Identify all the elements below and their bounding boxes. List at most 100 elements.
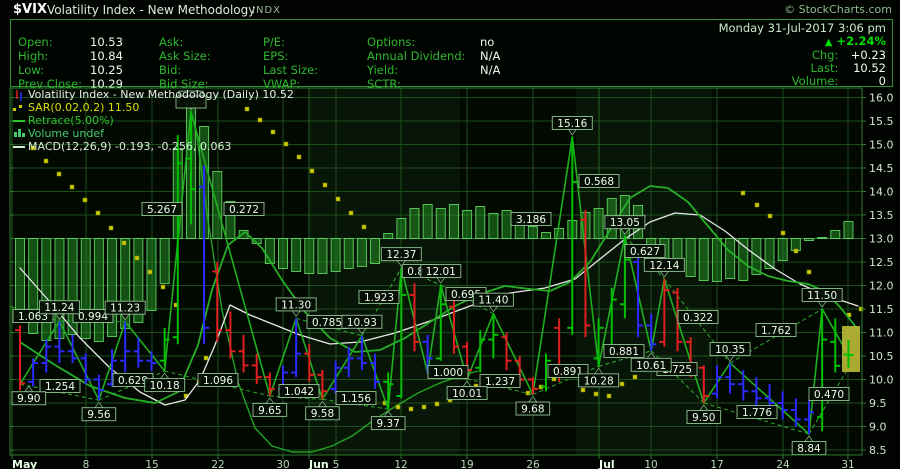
svg-text:10: 10 xyxy=(644,459,657,469)
quote-volume-row: Volume: 0 xyxy=(791,74,886,88)
svg-text:1.000: 1.000 xyxy=(433,367,463,379)
svg-text:11.5: 11.5 xyxy=(869,303,894,316)
svg-text:31: 31 xyxy=(841,459,854,469)
svg-text:9.50: 9.50 xyxy=(692,412,715,424)
svg-text:1.762: 1.762 xyxy=(761,325,791,337)
quote-row: Low: 10.25 xyxy=(18,63,123,77)
svg-text:9.5: 9.5 xyxy=(869,397,887,410)
quote-row: P/E: xyxy=(263,35,285,49)
svg-text:9.90: 9.90 xyxy=(17,393,40,405)
svg-text:14.5: 14.5 xyxy=(869,162,894,175)
svg-text:11.30: 11.30 xyxy=(281,299,311,311)
quote-change-percent: ▲ +2.24% xyxy=(824,34,886,49)
quote-last-row: Last: 10.52 xyxy=(810,61,887,75)
svg-text:8.84: 8.84 xyxy=(797,443,821,455)
svg-text:0.322: 0.322 xyxy=(683,312,713,324)
svg-text:0.627: 0.627 xyxy=(630,246,660,258)
svg-text:13.0: 13.0 xyxy=(869,233,894,246)
svg-text:Jun: Jun xyxy=(308,458,329,469)
x-axis-labels: May 8 15 22 30 Jun 5 12 19 26 Jul 10 17 24 31 xyxy=(11,455,855,469)
svg-text:15.16: 15.16 xyxy=(557,118,587,130)
quote-row: Bid: xyxy=(159,63,182,77)
svg-text:1.923: 1.923 xyxy=(364,292,394,304)
quote-row: Annual Dividend: N/A xyxy=(367,49,501,63)
plot-border xyxy=(9,87,863,456)
svg-text:1.096: 1.096 xyxy=(203,375,233,387)
svg-text:14.0: 14.0 xyxy=(869,186,894,199)
svg-text:8.5: 8.5 xyxy=(869,444,887,457)
quote-row: Yield: N/A xyxy=(367,63,501,77)
quote-row: EPS: xyxy=(263,49,289,63)
svg-text:10.0: 10.0 xyxy=(869,374,894,387)
svg-text:13.5: 13.5 xyxy=(869,209,894,222)
svg-text:5.267: 5.267 xyxy=(147,204,177,216)
svg-text:12.37: 12.37 xyxy=(386,249,416,261)
svg-text:0.994: 0.994 xyxy=(78,311,108,323)
svg-text:0.272: 0.272 xyxy=(229,204,259,216)
svg-text:0.568: 0.568 xyxy=(584,176,614,188)
svg-text:Jul: Jul xyxy=(598,458,615,469)
quote-row: Ask Size: xyxy=(159,49,211,63)
current-bar-highlight xyxy=(842,326,860,372)
quote-datetime: Monday 31-Jul-2017 3:06 pm xyxy=(718,21,886,35)
chart-legend: Volatility Index - New Methodology (Dail… xyxy=(13,88,294,153)
pivot-price-labels: 9.90 11.24 9.56 11.23 10.18 9.65 11.30 9.58 10.9… xyxy=(11,90,843,456)
svg-text:1.156: 1.156 xyxy=(341,393,371,405)
svg-text:0.891: 0.891 xyxy=(553,366,583,378)
svg-text:0.629: 0.629 xyxy=(118,375,148,387)
svg-text:10.35: 10.35 xyxy=(715,344,745,356)
svg-text:9.68: 9.68 xyxy=(521,404,544,416)
up-arrow-icon: ▲ xyxy=(824,37,833,48)
svg-text:10.01: 10.01 xyxy=(452,388,482,400)
svg-text:1.776: 1.776 xyxy=(742,407,772,419)
signal-line xyxy=(19,212,859,406)
svg-text:11.50: 11.50 xyxy=(807,290,837,302)
svg-text:9.37: 9.37 xyxy=(377,418,400,430)
legend-item: Volume undef xyxy=(28,127,105,140)
svg-text:9.56: 9.56 xyxy=(87,409,111,421)
svg-text:10.18: 10.18 xyxy=(150,380,180,392)
legend-item: Volatility Index - New Methodology (Dail… xyxy=(28,88,294,101)
ohlc-bars xyxy=(15,111,854,435)
svg-text:May: May xyxy=(12,458,37,469)
svg-text:22: 22 xyxy=(211,459,224,469)
symbol-label: $VIX xyxy=(13,2,47,17)
svg-text:17: 17 xyxy=(710,459,723,469)
svg-text:1.254: 1.254 xyxy=(45,381,75,393)
svg-text:0.785: 0.785 xyxy=(312,317,342,329)
svg-text:9.0: 9.0 xyxy=(869,421,887,434)
svg-text:26: 26 xyxy=(526,459,540,469)
svg-text:1.042: 1.042 xyxy=(284,386,314,398)
symbol-exchange: INDX xyxy=(252,5,281,16)
svg-text:13.05: 13.05 xyxy=(610,217,640,229)
svg-text:12: 12 xyxy=(394,459,407,469)
legend-item: SAR(0.02,0.2) 11.50 xyxy=(28,101,139,114)
occluded-peak-callout xyxy=(175,95,207,109)
legend-item: Retrace(5.00%) xyxy=(28,114,114,127)
svg-text:1.237: 1.237 xyxy=(485,376,515,388)
svg-text:11.40: 11.40 xyxy=(478,295,508,307)
svg-text:16.0: 16.0 xyxy=(869,92,894,105)
quote-row: Last Size: xyxy=(263,63,319,77)
svg-text:9.58: 9.58 xyxy=(311,408,334,420)
quote-chg-row: Chg: +0.23 xyxy=(811,48,886,62)
svg-text:19: 19 xyxy=(460,459,473,469)
svg-text:9.65: 9.65 xyxy=(258,405,281,417)
svg-text:5: 5 xyxy=(333,459,340,469)
svg-text:24: 24 xyxy=(776,459,790,469)
svg-text:10.28: 10.28 xyxy=(584,375,614,387)
svg-text:10.61: 10.61 xyxy=(636,360,666,372)
svg-text:11.24: 11.24 xyxy=(44,302,74,314)
svg-text:0.470: 0.470 xyxy=(814,389,844,401)
parabolic-sar-dots xyxy=(30,106,864,412)
svg-text:12.14: 12.14 xyxy=(649,260,679,272)
svg-text:15.0: 15.0 xyxy=(869,139,894,152)
svg-text:12.01: 12.01 xyxy=(426,266,456,278)
svg-text:8: 8 xyxy=(83,459,90,469)
svg-text:30: 30 xyxy=(276,459,289,469)
svg-text:11.23: 11.23 xyxy=(110,303,140,315)
quote-change-block: Monday 31-Jul-2017 3:06 pm ▲ +2.24% Chg:… xyxy=(719,22,886,88)
stockcharts-copyright: © StockCharts.com xyxy=(784,3,892,16)
